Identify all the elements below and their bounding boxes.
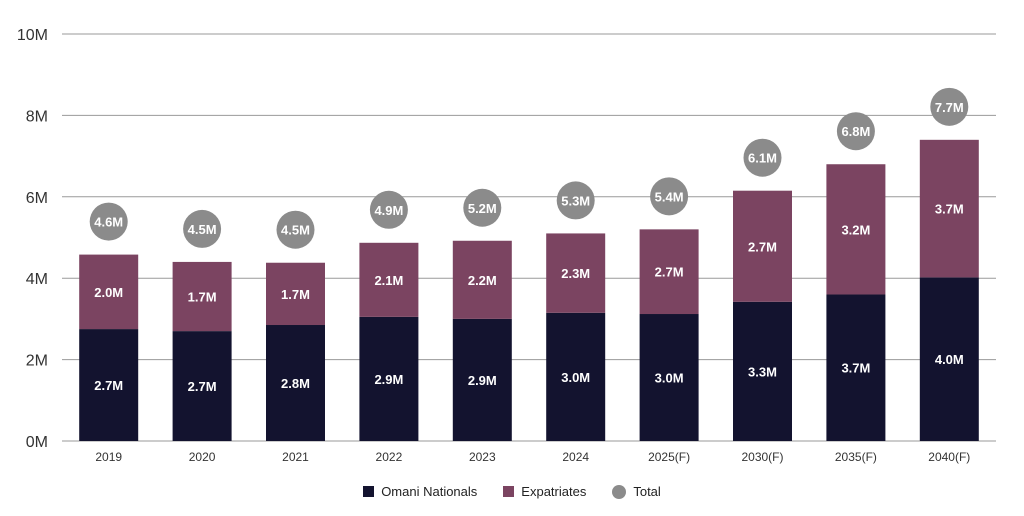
- bar-expatriates: [639, 229, 699, 315]
- bar-expatriates: [266, 262, 325, 326]
- total-label: 4.5M: [188, 222, 217, 237]
- y-tick-label: 0M: [26, 434, 48, 451]
- y-tick-label: 2M: [26, 353, 48, 370]
- bar-expatriates: [919, 139, 979, 278]
- total-bubble: [930, 87, 969, 126]
- data-label: 2.7M: [94, 378, 123, 393]
- bar-expatriates: [79, 254, 139, 330]
- total-bubble: [183, 209, 222, 248]
- bar-omani-nationals: [359, 316, 419, 441]
- y-tick-label: 4M: [26, 271, 48, 288]
- data-label: 3.3M: [748, 364, 777, 379]
- total-label: 6.1M: [748, 151, 777, 166]
- total-label: 5.4M: [655, 189, 684, 204]
- x-tick-label: 2035(F): [835, 450, 877, 464]
- bar-omani-nationals: [919, 277, 979, 441]
- legend-item-total: Total: [612, 484, 661, 499]
- legend-label-total: Total: [633, 484, 661, 499]
- total-bubble: [650, 177, 689, 216]
- legend-label-omani-nationals: Omani Nationals: [381, 484, 478, 499]
- y-tick-label: 8M: [26, 108, 48, 125]
- data-label: 2.7M: [188, 379, 217, 394]
- bar-omani-nationals: [826, 294, 886, 441]
- data-label: 4.0M: [935, 352, 964, 367]
- x-tick-label: 2023: [469, 450, 496, 464]
- x-tick-label: 2030(F): [741, 450, 783, 464]
- total-bubble: [743, 138, 782, 177]
- legend-item-expatriates: Expatriates: [503, 484, 586, 499]
- data-label: 3.7M: [935, 202, 964, 217]
- total-bubble: [89, 202, 128, 241]
- data-label: 2.3M: [561, 266, 590, 281]
- bar-expatriates: [452, 240, 512, 319]
- data-label: 1.7M: [188, 290, 217, 305]
- bar-expatriates: [359, 242, 419, 317]
- bar-omani-nationals: [733, 301, 792, 441]
- data-label: 2.7M: [748, 239, 777, 254]
- x-tick-label: 2020: [189, 450, 216, 464]
- bar-omani-nationals: [639, 314, 699, 441]
- data-label: 3.0M: [561, 370, 590, 385]
- legend: Omani Nationals Expatriates Total: [0, 484, 1024, 499]
- legend-swatch-expatriates: [503, 486, 515, 497]
- bar-expatriates: [546, 233, 606, 313]
- total-bubble: [369, 190, 408, 229]
- bar-omani-nationals: [266, 325, 325, 441]
- data-label: 2.9M: [468, 373, 497, 388]
- data-label: 2.2M: [468, 273, 497, 288]
- legend-label-expatriates: Expatriates: [521, 484, 587, 499]
- data-label: 3.0M: [655, 371, 684, 386]
- bar-omani-nationals: [79, 329, 139, 441]
- bar-omani-nationals: [546, 312, 606, 441]
- total-label: 5.2M: [468, 201, 497, 216]
- x-tick-label: 2019: [95, 450, 122, 464]
- y-tick-label: 10M: [17, 27, 48, 44]
- total-label: 6.8M: [841, 124, 870, 139]
- data-label: 1.7M: [281, 287, 310, 302]
- y-tick-label: 6M: [26, 190, 48, 207]
- data-label: 3.2M: [841, 222, 870, 237]
- legend-swatch-total: [612, 484, 627, 499]
- bar-expatriates: [172, 261, 232, 332]
- bar-expatriates: [733, 190, 792, 302]
- x-tick-label: 2024: [562, 450, 589, 464]
- data-label: 2.7M: [655, 265, 684, 280]
- data-label: 2.0M: [94, 285, 123, 300]
- data-label: 2.9M: [374, 372, 403, 387]
- data-label: 2.1M: [374, 273, 403, 288]
- x-tick-label: 2040(F): [928, 450, 970, 464]
- data-label: 2.8M: [281, 376, 310, 391]
- stacked-bar-chart: 0M 2M 4M 6M 8M 10M 2.7M 2.0M 4.6M 2019 2.7M 1.7M 4.5…: [17, 27, 996, 464]
- x-tick-label: 2022: [376, 450, 403, 464]
- total-label: 4.9M: [374, 203, 403, 218]
- total-bubble: [276, 210, 315, 249]
- bar-expatriates: [826, 164, 886, 295]
- total-label: 7.7M: [935, 100, 964, 115]
- total-label: 5.3M: [561, 193, 590, 208]
- legend-item-omani-nationals: Omani Nationals: [363, 484, 477, 499]
- bar-omani-nationals: [172, 331, 232, 441]
- x-tick-label: 2021: [282, 450, 309, 464]
- total-bubble: [836, 112, 875, 151]
- total-label: 4.5M: [281, 223, 310, 238]
- bar-omani-nationals: [452, 318, 512, 441]
- total-bubble: [556, 181, 595, 220]
- legend-swatch-omani-nationals: [363, 486, 375, 497]
- data-label: 3.7M: [841, 361, 870, 376]
- total-label: 4.6M: [94, 215, 123, 230]
- x-tick-label: 2025(F): [648, 450, 690, 464]
- total-bubble: [463, 188, 502, 227]
